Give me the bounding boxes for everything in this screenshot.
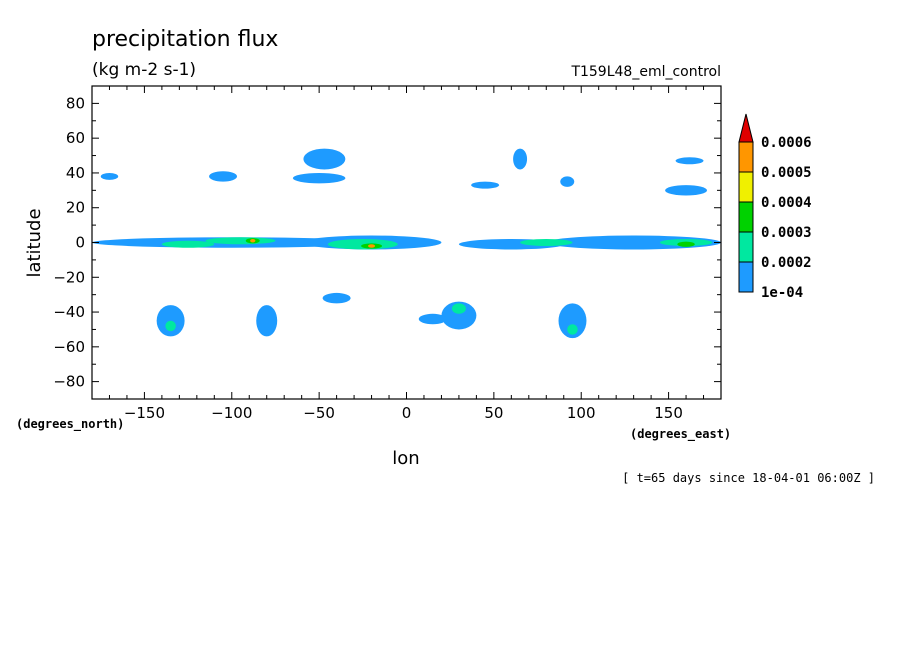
precip-feature-21 [665,185,708,196]
precip-feature-19 [560,176,575,187]
y-tick-label: −60 [53,338,85,356]
precip-feature-22 [675,157,704,165]
run-label: T159L48_eml_control [570,64,721,80]
y-axis-label: latitude [24,208,45,277]
colorbar-label: 0.0004 [761,195,812,211]
axis-ticks [92,86,721,399]
precip-feature-3 [546,235,721,250]
colorbar-box-3 [738,171,754,203]
x-tick-label: −100 [211,404,252,422]
precip-feature-20 [471,181,500,189]
colorbar-box-0 [738,261,754,293]
y-tick-label: 60 [66,129,85,147]
colorbar-label: 1e-04 [761,285,803,301]
y-tick-label: −20 [53,268,85,286]
chart-title: precipitation flux [92,27,278,52]
precip-feature-28 [418,313,447,325]
precip-feature-29 [165,320,176,332]
precip-feature-16 [292,172,346,184]
precip-feature-30 [451,303,466,314]
precip-feature-25 [322,292,351,304]
colorbar-box-4 [738,141,754,173]
precip-feature-15 [209,171,238,182]
precip-feature-5 [205,237,276,245]
colorbar-label: 0.0003 [761,225,812,241]
x-tick-label: −150 [124,404,165,422]
chart-subtitle: (kg m-2 s-1) [92,60,196,80]
precip-feature-12 [368,244,376,248]
precip-feature-13 [250,239,256,243]
precip-feature-27 [558,303,587,339]
y-tick-label: 40 [66,164,85,182]
time-note: [ t=65 days since 18-04-01 06:00Z ] [622,471,875,485]
x-tick-label: −50 [303,404,335,422]
precip-feature-26 [441,301,477,330]
colorbar-label: 0.0006 [761,135,812,151]
x-tick-label: 0 [402,404,412,422]
precip-feature-23 [156,305,185,337]
y-units-label: (degrees_north) [16,417,124,432]
x-units-label: (degrees_east) [630,427,731,442]
precip-feature-24 [256,305,278,337]
precip-feature-4 [161,240,215,248]
precip-feature-17 [100,172,119,180]
precip-feature-14 [303,148,346,170]
colorbar-label: 0.0002 [761,255,812,271]
y-tick-label: −40 [53,303,85,321]
y-tick-labels: 80 60 40 20 0 −20 −40 −60 −80 [53,94,85,390]
colorbar-max-triangle [738,113,754,143]
colorbar: 1e-04 0.0002 0.0003 0.0004 0.0005 0.0006 [738,113,812,301]
y-tick-label: 80 [66,94,85,112]
x-axis-label: lon [392,448,419,469]
x-tick-label: 50 [484,404,503,422]
x-tick-label: 150 [654,404,683,422]
precip-feature-7 [520,239,573,246]
precipitation-shading [92,148,721,339]
x-tick-label: 100 [567,404,596,422]
colorbar-box-1 [738,231,754,263]
precip-feature-6 [327,239,398,250]
colorbar-box-2 [738,201,754,233]
y-tick-label: 20 [66,199,85,217]
y-tick-label: −80 [53,373,85,391]
precip-feature-18 [513,148,528,170]
colorbar-label: 0.0005 [761,165,812,181]
x-tick-labels: −150 −100 −50 0 50 100 150 [124,404,683,422]
precip-feature-31 [567,324,578,335]
precip-feature-11 [677,241,695,247]
y-tick-label: 0 [75,234,85,252]
